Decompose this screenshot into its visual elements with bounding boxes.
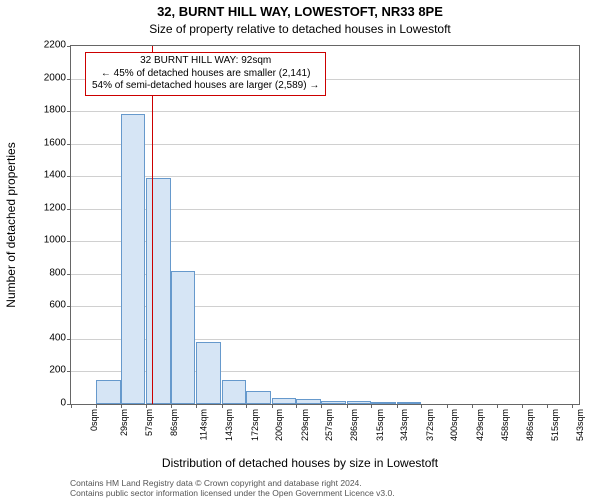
x-tickmark	[421, 404, 422, 408]
histogram-bar	[146, 178, 171, 404]
y-tick-label: 200	[26, 365, 66, 376]
histogram-bar	[347, 401, 372, 404]
x-tickmark	[472, 404, 473, 408]
y-tickmark	[67, 274, 71, 275]
histogram-bar	[272, 398, 297, 405]
x-tick-label: 257sqm	[324, 409, 334, 441]
footer-text: Contains HM Land Registry data © Crown c…	[70, 478, 395, 498]
chart-container: 32, BURNT HILL WAY, LOWESTOFT, NR33 8PE …	[0, 0, 600, 500]
y-tick-label: 0	[26, 398, 66, 409]
x-tickmark	[196, 404, 197, 408]
x-tickmark	[347, 404, 348, 408]
histogram-bar	[296, 399, 321, 404]
y-axis-label: Number of detached properties	[4, 60, 18, 225]
y-tick-label: 1200	[26, 202, 66, 213]
info-line-1: 32 BURNT HILL WAY: 92sqm	[92, 55, 319, 68]
histogram-bar	[371, 402, 396, 404]
x-tickmark	[447, 404, 448, 408]
x-tick-label: 114sqm	[198, 409, 208, 440]
x-tick-label: 543sqm	[575, 409, 585, 441]
x-tick-label: 400sqm	[449, 409, 459, 441]
x-tick-label: 372sqm	[425, 409, 435, 441]
x-tickmark	[96, 404, 97, 408]
x-tick-label: 0sqm	[89, 409, 99, 431]
y-tickmark	[67, 241, 71, 242]
gridline	[71, 144, 579, 145]
x-tickmark	[171, 404, 172, 408]
x-tickmark	[572, 404, 573, 408]
x-tick-label: 200sqm	[274, 409, 284, 441]
x-tick-label: 315sqm	[375, 409, 385, 441]
x-tickmark	[121, 404, 122, 408]
y-tickmark	[67, 339, 71, 340]
x-tickmark	[246, 404, 247, 408]
chart-subtitle: Size of property relative to detached ho…	[0, 22, 600, 36]
x-tick-label: 343sqm	[399, 409, 409, 441]
x-tick-label: 486sqm	[525, 409, 535, 441]
x-tickmark	[296, 404, 297, 408]
y-tick-label: 2000	[26, 72, 66, 83]
histogram-bar	[321, 401, 346, 404]
x-tickmark	[522, 404, 523, 408]
y-tick-label: 1000	[26, 235, 66, 246]
x-tickmark	[272, 404, 273, 408]
x-tickmark	[321, 404, 322, 408]
x-tickmark	[397, 404, 398, 408]
y-tickmark	[67, 79, 71, 80]
histogram-bar	[121, 114, 146, 404]
x-tick-label: 29sqm	[119, 409, 129, 436]
plot-area: 32 BURNT HILL WAY: 92sqm ← 45% of detach…	[70, 45, 580, 405]
property-marker-line	[152, 46, 153, 404]
y-tick-label: 1800	[26, 105, 66, 116]
info-line-2: ← 45% of detached houses are smaller (2,…	[92, 68, 319, 81]
x-tickmark	[497, 404, 498, 408]
x-tickmark	[371, 404, 372, 408]
histogram-bar	[397, 402, 422, 404]
footer-line-2: Contains public sector information licen…	[70, 488, 395, 498]
y-tickmark	[67, 176, 71, 177]
x-tick-label: 286sqm	[350, 409, 360, 441]
histogram-bar	[196, 342, 221, 404]
x-tickmark	[547, 404, 548, 408]
x-tickmark	[71, 404, 72, 408]
gridline	[71, 111, 579, 112]
info-line-3: 54% of semi-detached houses are larger (…	[92, 80, 319, 93]
y-tick-label: 800	[26, 267, 66, 278]
x-tick-label: 458sqm	[500, 409, 510, 441]
y-tickmark	[67, 209, 71, 210]
info-box: 32 BURNT HILL WAY: 92sqm ← 45% of detach…	[85, 52, 326, 96]
x-tickmark	[146, 404, 147, 408]
y-tickmark	[67, 371, 71, 372]
x-tick-label: 172sqm	[250, 409, 260, 441]
x-tick-label: 429sqm	[475, 409, 485, 441]
histogram-bar	[222, 380, 247, 404]
y-tick-label: 2200	[26, 40, 66, 51]
x-tick-label: 86sqm	[169, 409, 179, 436]
y-tickmark	[67, 306, 71, 307]
histogram-bar	[246, 391, 271, 404]
histogram-bar	[96, 380, 121, 404]
x-axis-label: Distribution of detached houses by size …	[0, 456, 600, 470]
y-tick-label: 1600	[26, 137, 66, 148]
x-tick-label: 143sqm	[224, 409, 234, 441]
x-tick-label: 229sqm	[300, 409, 310, 441]
y-tick-label: 600	[26, 300, 66, 311]
histogram-bar	[171, 271, 196, 404]
footer-line-1: Contains HM Land Registry data © Crown c…	[70, 478, 395, 488]
chart-title: 32, BURNT HILL WAY, LOWESTOFT, NR33 8PE	[0, 4, 600, 19]
x-tick-label: 515sqm	[550, 409, 560, 441]
y-tickmark	[67, 144, 71, 145]
y-tickmark	[67, 46, 71, 47]
y-tick-label: 1400	[26, 170, 66, 181]
y-tickmark	[67, 111, 71, 112]
x-tickmark	[222, 404, 223, 408]
y-tick-label: 400	[26, 332, 66, 343]
x-tick-label: 57sqm	[144, 409, 154, 436]
